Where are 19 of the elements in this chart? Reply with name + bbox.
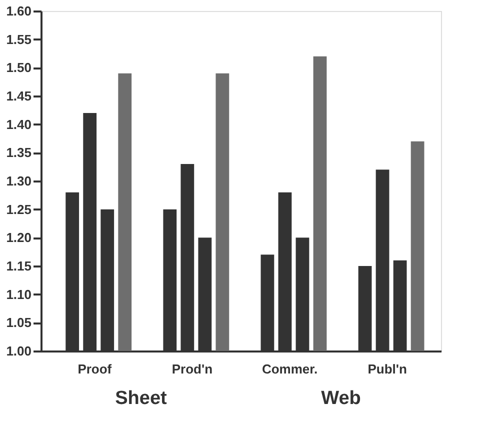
y-tick-label: 1.05 — [6, 315, 32, 330]
x-tick-label: Commer. — [262, 362, 318, 376]
text: Web — [321, 388, 361, 409]
y-tick-label: 1.45 — [6, 88, 32, 104]
y-tick-label: 1.40 — [6, 116, 32, 132]
y-tick-label: 1.10 — [6, 286, 32, 302]
x-tick-label: Publ'n — [368, 362, 407, 376]
y-tick-label: 1.30 — [6, 174, 32, 188]
y-tick-label: 1.00 — [6, 344, 32, 358]
y-tick-label: 1.50 — [6, 60, 32, 76]
x-tick-label: Prod'n — [172, 362, 213, 376]
y-tick-label: 1.60 — [6, 4, 32, 18]
y-tick-label: 1.35 — [6, 145, 32, 160]
y-tick-label: 1.15 — [6, 258, 32, 274]
y-tick-label: 1.20 — [6, 230, 32, 246]
text: Sheet — [115, 388, 168, 409]
y-tick-label: 1.55 — [6, 32, 32, 47]
x-tick-label: Proof — [78, 362, 112, 376]
y-tick-label: 1.25 — [6, 202, 32, 217]
